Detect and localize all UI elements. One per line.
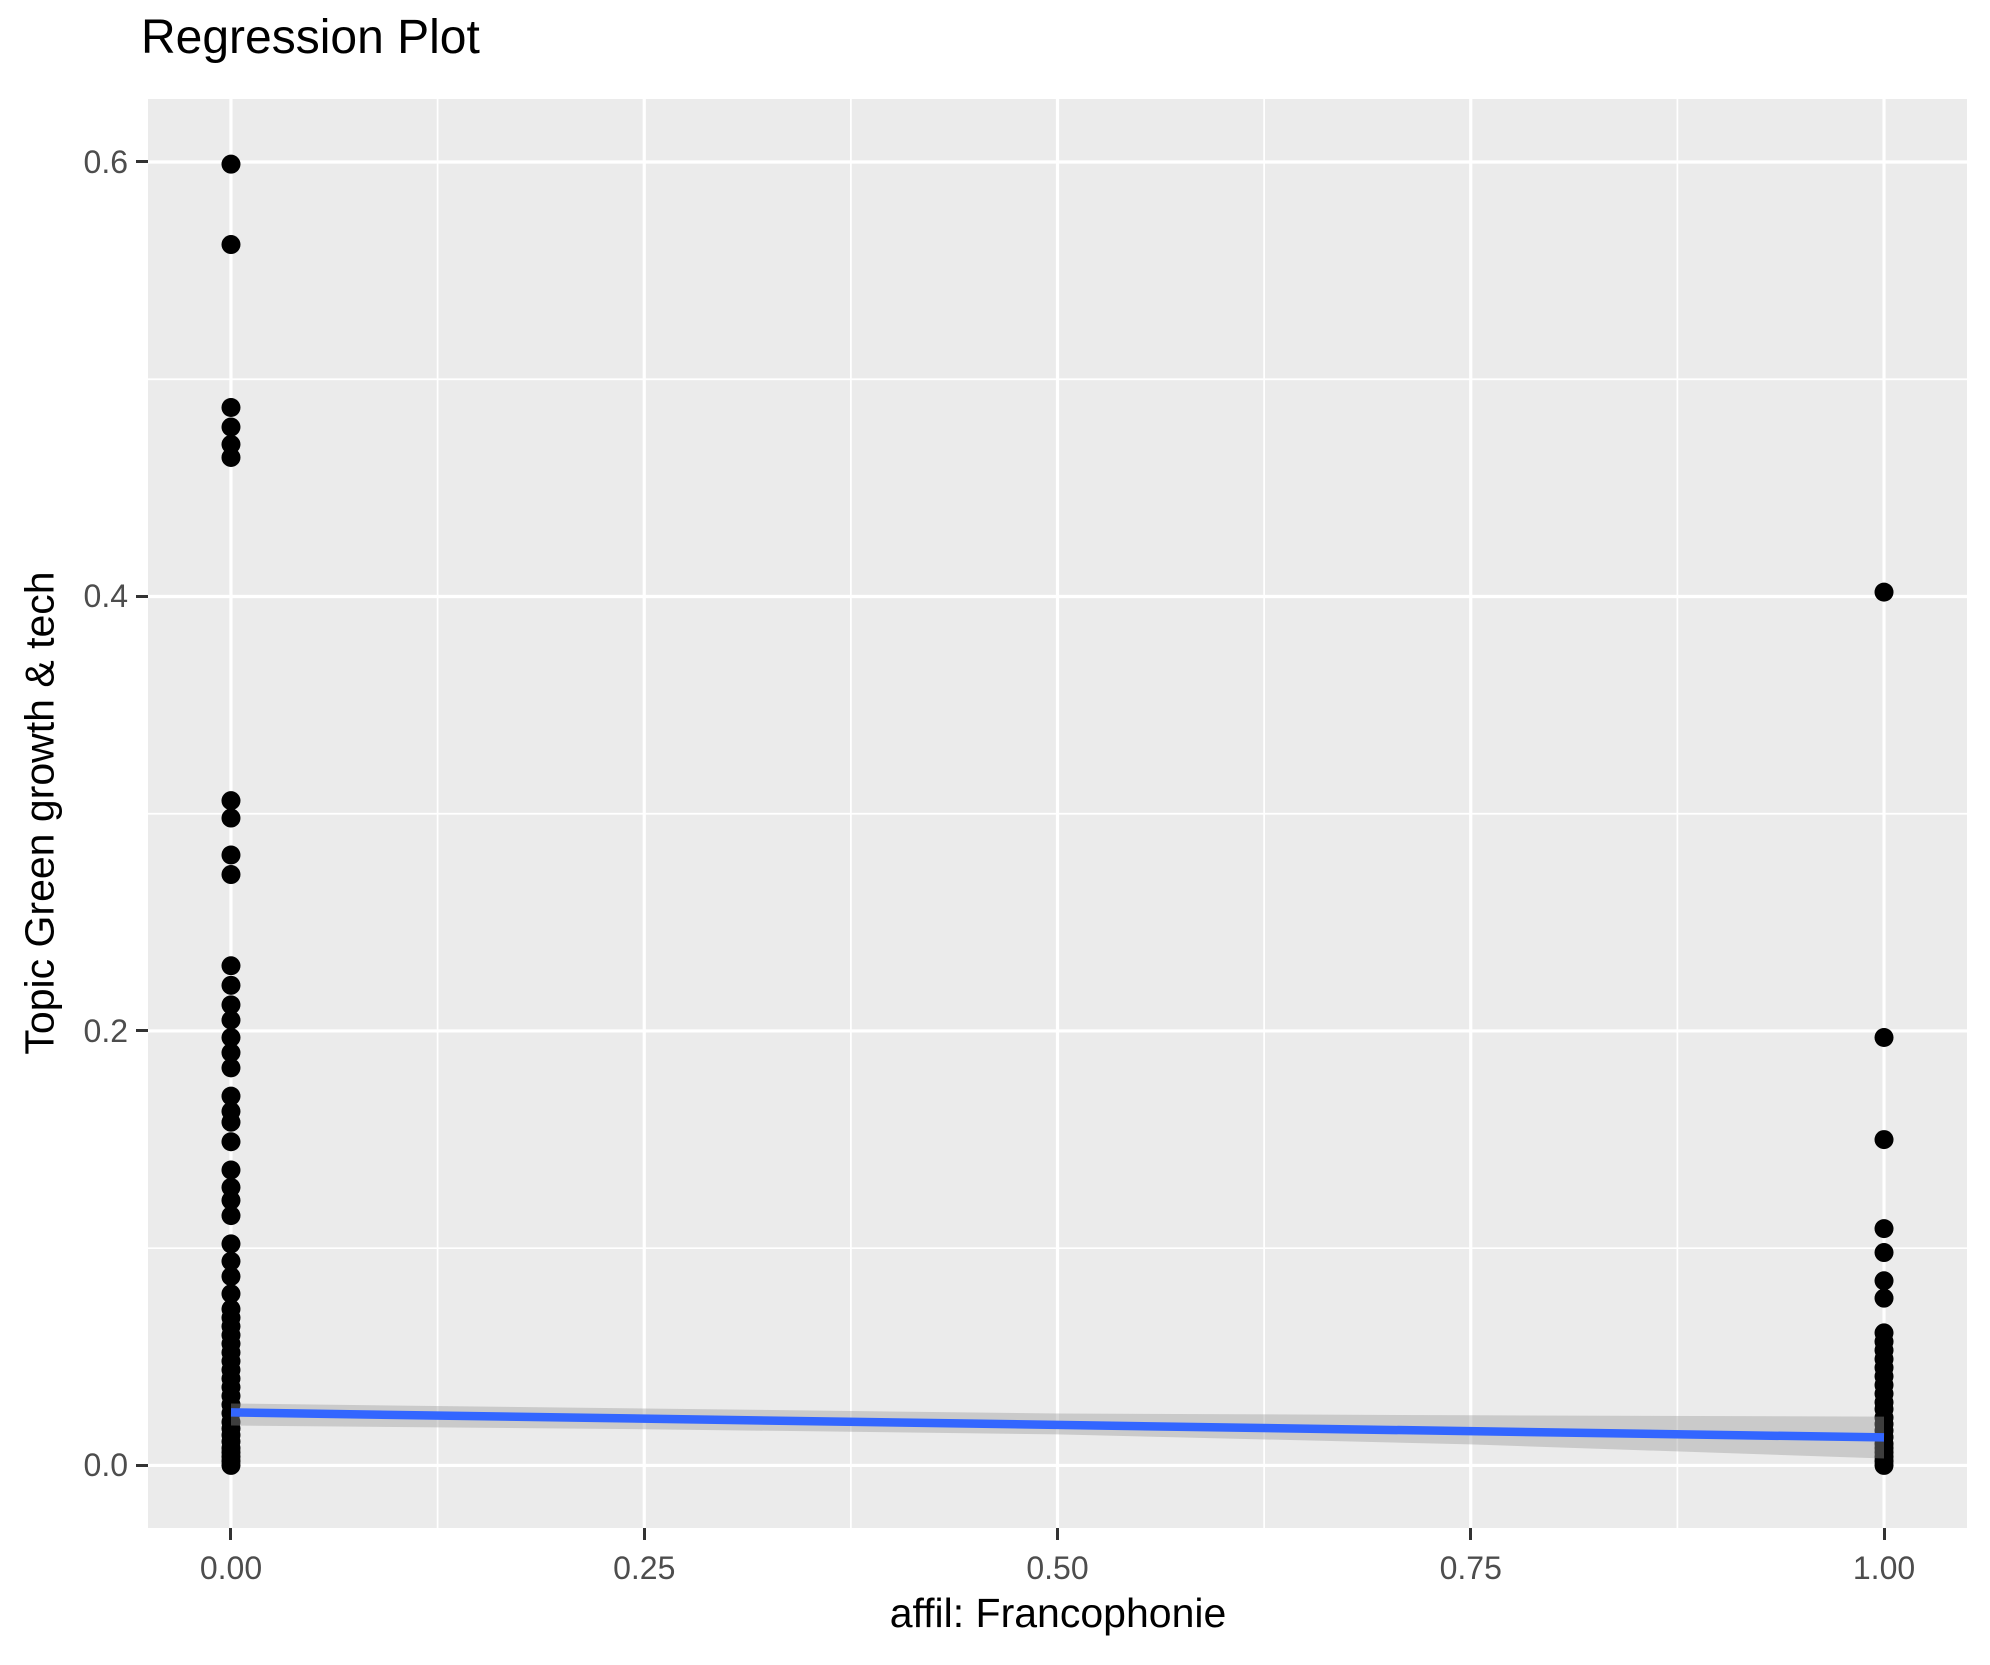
x-tick-label: 1.00 (1852, 1550, 1916, 1586)
y-tick-mark (136, 1463, 148, 1467)
data-point (221, 808, 241, 828)
x-tick-label: 0.75 (1439, 1550, 1502, 1586)
data-point (221, 1234, 241, 1254)
data-point (1874, 1243, 1894, 1263)
y-tick-mark (136, 1029, 148, 1033)
data-point (221, 235, 241, 255)
data-point (221, 1010, 241, 1030)
data-point (221, 447, 241, 467)
y-tick-mark (136, 160, 148, 164)
data-point (221, 1112, 241, 1132)
y-tick-label: 0.2 (83, 1012, 128, 1049)
data-point (221, 1043, 241, 1063)
data-point (221, 1058, 241, 1078)
data-point (221, 1027, 241, 1047)
data-point (221, 1132, 241, 1152)
data-point (221, 845, 241, 865)
x-tick-mark (642, 1528, 646, 1540)
data-point (221, 791, 241, 811)
x-tick-mark (1056, 1528, 1059, 1540)
data-point (221, 1160, 241, 1180)
plot-panel (148, 99, 1967, 1528)
x-tick-mark (229, 1528, 233, 1540)
data-point (1874, 1027, 1894, 1047)
y-tick-label: 0.4 (83, 578, 128, 615)
data-point (1874, 1455, 1894, 1475)
data-point (221, 956, 241, 976)
y-axis-title: Topic Green growth & tech (16, 571, 63, 1055)
y-tick-label: 0.6 (83, 143, 128, 180)
data-point (221, 1190, 241, 1210)
data-point (221, 397, 241, 417)
data-point (221, 995, 241, 1015)
regression-line (230, 1408, 1885, 1442)
data-point (221, 1455, 241, 1475)
data-point (1874, 1271, 1894, 1291)
data-point (221, 1266, 241, 1286)
data-point (221, 1206, 241, 1226)
x-tick-label: 0.00 (199, 1550, 263, 1586)
data-point (221, 1284, 241, 1304)
y-tick-label: 0.0 (83, 1447, 128, 1484)
data-point (1874, 1219, 1894, 1239)
data-point (221, 154, 241, 174)
data-point (221, 1177, 241, 1197)
data-point (221, 865, 241, 885)
x-axis-title: affil: Francophonie (889, 1590, 1227, 1636)
data-point (1874, 1288, 1894, 1308)
data-point (221, 975, 241, 995)
data-point (221, 417, 241, 437)
x-tick-label: 0.25 (613, 1550, 676, 1586)
y-tick-mark (136, 594, 148, 598)
data-point (1874, 582, 1894, 602)
x-tick-mark (1469, 1528, 1473, 1540)
chart-canvas (148, 99, 1967, 1528)
x-tick-mark (1882, 1528, 1886, 1540)
plot-title: Regression Plot (141, 11, 480, 64)
data-point (221, 434, 241, 454)
x-tick-label: 0.50 (1026, 1550, 1089, 1586)
data-point (221, 1086, 241, 1106)
data-point (221, 1251, 241, 1271)
data-point (1874, 1130, 1894, 1150)
